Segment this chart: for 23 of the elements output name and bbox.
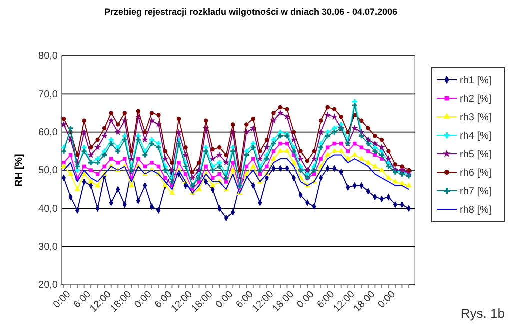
legend-label: rh1 [%]	[460, 76, 492, 86]
x-tick-label: 0:00	[52, 288, 74, 311]
y-tick-label: 50,0	[38, 166, 58, 177]
legend-label: rh2 [%]	[460, 94, 492, 105]
y-tick-label: 20,0	[38, 280, 58, 292]
y-axis-title: RH [%]	[14, 154, 25, 187]
y-tick-label: 40,0	[38, 204, 58, 215]
text: Rys. 1b	[460, 306, 505, 321]
y-tick-label: 80,0	[38, 51, 58, 62]
x-tick-label: 0:00	[214, 288, 236, 311]
x-tick-label: 0:00	[132, 288, 155, 311]
legend-label: rh3 [%]	[460, 112, 492, 124]
x-tick-label: 0:00	[295, 288, 318, 311]
legend-label: rh4 [%]	[460, 131, 492, 142]
legend-label: rh7 [%]	[460, 186, 492, 198]
legend-label: rh6 [%]	[460, 168, 492, 179]
y-tick-label: 70,0	[38, 89, 58, 100]
legend-label: rh5 [%]	[460, 150, 492, 160]
chart-title: Przebieg rejestracji rozkładu wilgotności w dniach 30.06 - 04.07.2006	[104, 7, 398, 17]
y-tick-label: 60,0	[38, 128, 58, 139]
y-tick-label: 30,0	[38, 242, 58, 254]
x-tick-label: 0:00	[376, 288, 398, 311]
legend-label: rh8 [%]	[460, 205, 492, 216]
